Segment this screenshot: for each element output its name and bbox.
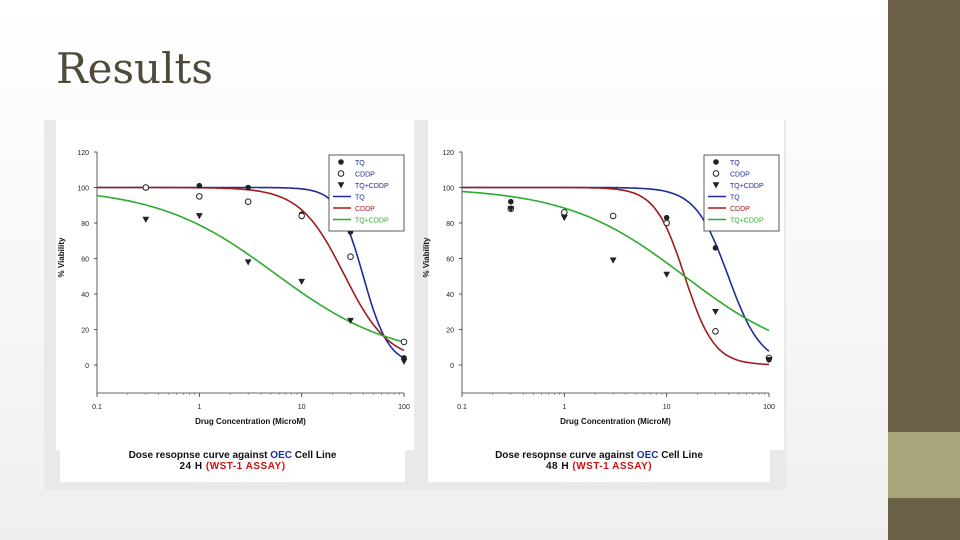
legend-label: TQ+CDDP: [730, 218, 764, 225]
data-point-tq-cddp: [347, 317, 354, 325]
legend-marker: [712, 182, 720, 189]
caption-24h-title: Dose resopnse curve against OEC Cell Lin…: [128, 450, 337, 461]
data-point-tq-cddp: [142, 216, 150, 223]
legend-label: TQ: [355, 160, 365, 167]
data-point-tq: [508, 198, 514, 205]
legend-label: TQ+CDDP: [355, 183, 389, 190]
legend-marker: [713, 159, 719, 165]
legend-marker: [337, 170, 345, 177]
legend-marker: [712, 170, 720, 177]
legend-label: TQ+CDDP: [730, 183, 764, 190]
x-tick-label: 1: [197, 404, 201, 411]
legend-label: TQ+CDDP: [355, 218, 389, 225]
data-point-tq-cddp: [244, 259, 252, 266]
data-point-cddp: [298, 212, 305, 220]
chart-24h: 120 100 80 60 40 20 0 0.1 1 10 100 Drug Concentrati…: [56, 120, 414, 450]
x-tick-label: 100: [763, 404, 775, 411]
data-point-tq-cddp: [507, 206, 515, 213]
caption-48h: Dose resopnse curve against OEC Cell Lin…: [428, 450, 770, 482]
fit-curve-tq-cddp: [96, 194, 405, 343]
x-axis-label: Drug Concentration (MicroM): [195, 417, 306, 426]
caption-48h-title: Dose resopnse curve against OEC Cell Lin…: [495, 450, 703, 461]
data-point-tq-cddp: [298, 278, 306, 285]
right-sidebar-accent: [888, 432, 960, 498]
figure-panel: 120 100 80 60 40 20 0 0.1 1 10 100 Drug Concentrati…: [44, 120, 786, 490]
data-point-tq-cddp: [765, 356, 773, 364]
chart-48h: 120 100 80 60 40 20 0 0.1 1 10 100 Drug Concentrati…: [422, 120, 784, 450]
y-tick-label: 0: [85, 363, 89, 370]
fit-curve-tq-cddp: [461, 190, 770, 332]
x-axis-label: Drug Concentration (MicroM): [560, 417, 671, 426]
legend-label: TQ: [730, 195, 740, 202]
slide-title: Results: [56, 44, 213, 93]
data-point-cddp: [609, 212, 617, 220]
data-point-cddp: [196, 193, 203, 200]
x-tick-label: 0.1: [457, 404, 467, 411]
data-point-cddp: [663, 219, 670, 227]
legend-label: TQ: [730, 160, 740, 167]
y-tick-label: 40: [81, 292, 89, 299]
legend-marker: [338, 159, 344, 165]
data-point-tq: [245, 184, 251, 191]
data-point-tq-cddp: [609, 257, 617, 264]
y-axis-label: % Viability: [57, 237, 66, 277]
x-tick-label: 100: [398, 404, 410, 411]
y-tick-label: 60: [81, 257, 89, 264]
y-axis-label: % Viability: [422, 237, 431, 277]
data-point-tq-cddp: [195, 213, 203, 220]
data-point-tq: [712, 245, 719, 251]
caption-24h-subtitle: 24 H (WST-1 ASSAY): [179, 461, 286, 472]
legend-box: [703, 154, 780, 232]
y-tick-label: 60: [446, 257, 454, 264]
y-tick-label: 0: [450, 363, 454, 370]
x-tick-label: 1: [562, 404, 566, 411]
data-point-cddp: [347, 253, 354, 261]
data-point-tq-cddp: [560, 214, 568, 222]
legend-marker: [337, 182, 345, 189]
y-tick-label: 120: [77, 150, 89, 157]
data-point-tq: [663, 214, 670, 221]
legend-label: CDDP: [730, 172, 750, 179]
legend-label: CDDP: [730, 206, 750, 213]
legend-label: CDDP: [355, 206, 375, 213]
data-point-tq: [196, 182, 203, 189]
y-tick-label: 120: [442, 150, 454, 157]
data-point-cddp: [400, 338, 408, 346]
y-tick-label: 100: [77, 186, 89, 193]
y-tick-label: 100: [442, 186, 454, 193]
caption-48h-subtitle: 48 H (WST-1 ASSAY): [545, 461, 653, 472]
legend-label: CDDP: [355, 172, 375, 179]
data-point-cddp: [712, 327, 719, 335]
x-tick-label: 0.1: [92, 404, 102, 411]
data-point-cddp: [142, 184, 150, 191]
fit-curve-cddp: [462, 186, 770, 366]
data-point-tq-cddp: [400, 358, 408, 365]
y-tick-label: 20: [81, 328, 89, 335]
data-point-tq-cddp: [663, 271, 671, 278]
x-tick-label: 10: [298, 404, 306, 411]
y-tick-label: 40: [446, 292, 454, 299]
x-tick-label: 10: [663, 404, 671, 411]
y-tick-label: 80: [446, 221, 454, 228]
data-point-cddp: [244, 198, 252, 205]
legend-label: TQ: [355, 195, 365, 202]
y-tick-label: 80: [81, 221, 89, 228]
y-tick-label: 20: [446, 328, 454, 335]
caption-24h: Dose resopnse curve against OEC Cell Lin…: [60, 450, 405, 482]
data-point-tq-cddp: [712, 309, 719, 316]
data-point-cddp: [561, 209, 568, 216]
legend-box: [328, 154, 405, 232]
